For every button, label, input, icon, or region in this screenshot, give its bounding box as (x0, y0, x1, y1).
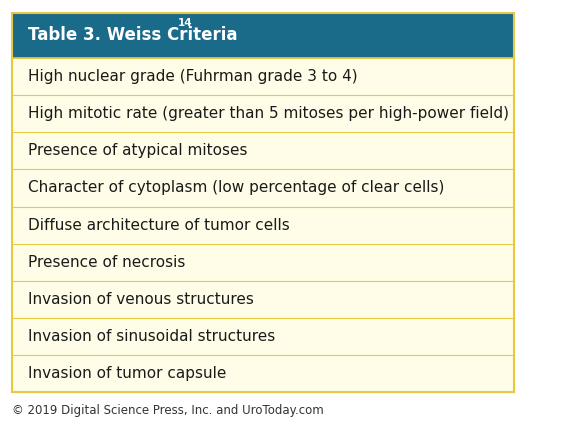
FancyBboxPatch shape (12, 95, 514, 132)
FancyBboxPatch shape (12, 169, 514, 207)
Text: Diffuse architecture of tumor cells: Diffuse architecture of tumor cells (28, 218, 290, 233)
FancyBboxPatch shape (12, 281, 514, 318)
Text: Invasion of sinusoidal structures: Invasion of sinusoidal structures (28, 329, 275, 344)
Text: Invasion of venous structures: Invasion of venous structures (28, 292, 254, 307)
FancyBboxPatch shape (12, 355, 514, 392)
Text: © 2019 Digital Science Press, Inc. and UroToday.com: © 2019 Digital Science Press, Inc. and U… (12, 404, 324, 417)
Text: Presence of atypical mitoses: Presence of atypical mitoses (28, 143, 248, 158)
FancyBboxPatch shape (12, 58, 514, 95)
Text: Table 3. Weiss Criteria: Table 3. Weiss Criteria (28, 27, 238, 45)
FancyBboxPatch shape (12, 318, 514, 355)
Text: High nuclear grade (Fuhrman grade 3 to 4): High nuclear grade (Fuhrman grade 3 to 4… (28, 69, 358, 84)
FancyBboxPatch shape (12, 13, 514, 58)
Text: High mitotic rate (greater than 5 mitoses per high-power field): High mitotic rate (greater than 5 mitose… (28, 106, 509, 121)
FancyBboxPatch shape (12, 132, 514, 169)
Text: 14: 14 (178, 19, 193, 29)
Text: Character of cytoplasm (low percentage of clear cells): Character of cytoplasm (low percentage o… (28, 181, 444, 195)
Text: Invasion of tumor capsule: Invasion of tumor capsule (28, 366, 227, 381)
Text: Presence of necrosis: Presence of necrosis (28, 255, 185, 270)
FancyBboxPatch shape (12, 244, 514, 281)
FancyBboxPatch shape (12, 207, 514, 244)
